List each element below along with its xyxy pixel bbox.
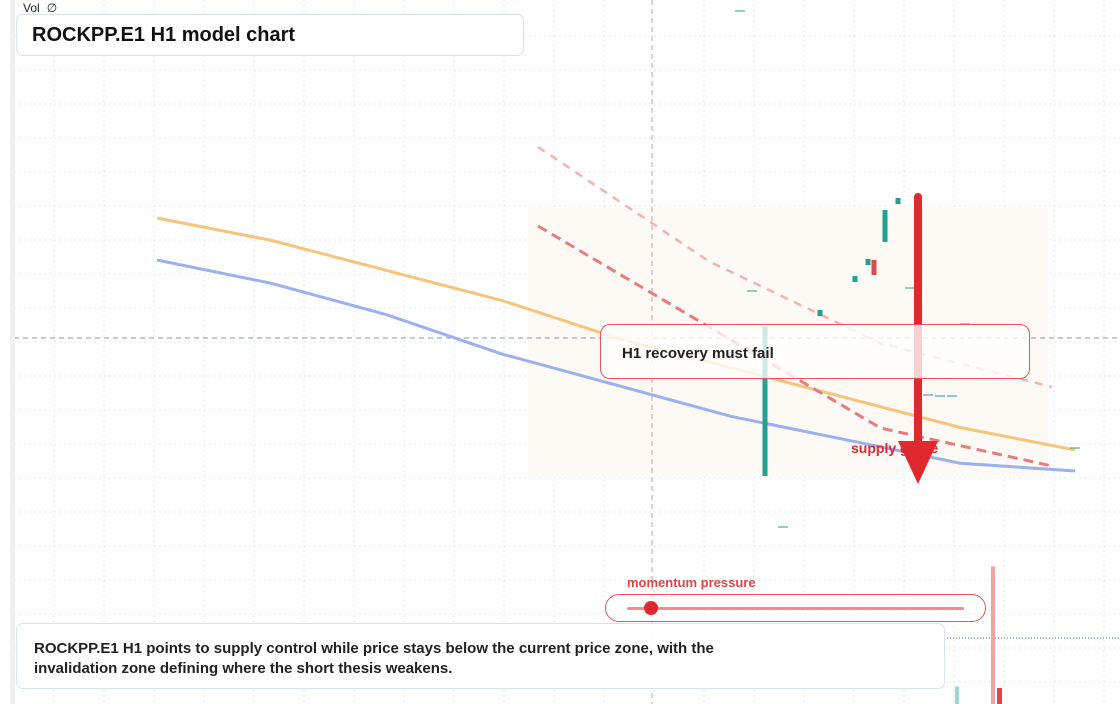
trendline-line-3	[537, 224, 1053, 468]
volume-indicator-name: Vol	[23, 1, 40, 15]
momentum-gauge[interactable]	[605, 594, 986, 622]
candle	[817, 310, 823, 316]
momentum-track	[627, 607, 964, 610]
hidden-value-icon: ∅	[46, 1, 58, 15]
candle	[882, 210, 888, 242]
candle	[762, 326, 768, 476]
candles	[735, 10, 1080, 528]
summary-text: ROCKPP.E1 H1 points to supply control wh…	[34, 640, 714, 677]
volume-bar	[955, 686, 959, 704]
title-card: ROCKPP.E1 H1 model chart	[16, 14, 524, 56]
candle	[871, 260, 877, 275]
candle	[852, 276, 858, 282]
arrow-label: supply grade	[851, 440, 939, 456]
callout-card: H1 recovery must fail	[600, 324, 1030, 379]
volume-indicator-label[interactable]: Vol ∅	[23, 1, 57, 15]
supply-arrow	[898, 193, 938, 484]
left-axis-strip	[10, 0, 15, 704]
momentum-knob[interactable]	[643, 601, 658, 615]
candle	[865, 259, 871, 265]
momentum-label: momentum pressure	[627, 575, 756, 590]
candle	[895, 198, 901, 204]
volume-bars	[955, 566, 1002, 704]
volume-bar	[997, 688, 1002, 704]
summary-card: ROCKPP.E1 H1 points to supply control wh…	[16, 623, 945, 689]
chart-title: ROCKPP.E1 H1 model chart	[32, 24, 296, 46]
arrow-head-icon	[898, 441, 938, 484]
volume-bar	[991, 566, 995, 704]
callout-text: H1 recovery must fail	[622, 345, 774, 362]
